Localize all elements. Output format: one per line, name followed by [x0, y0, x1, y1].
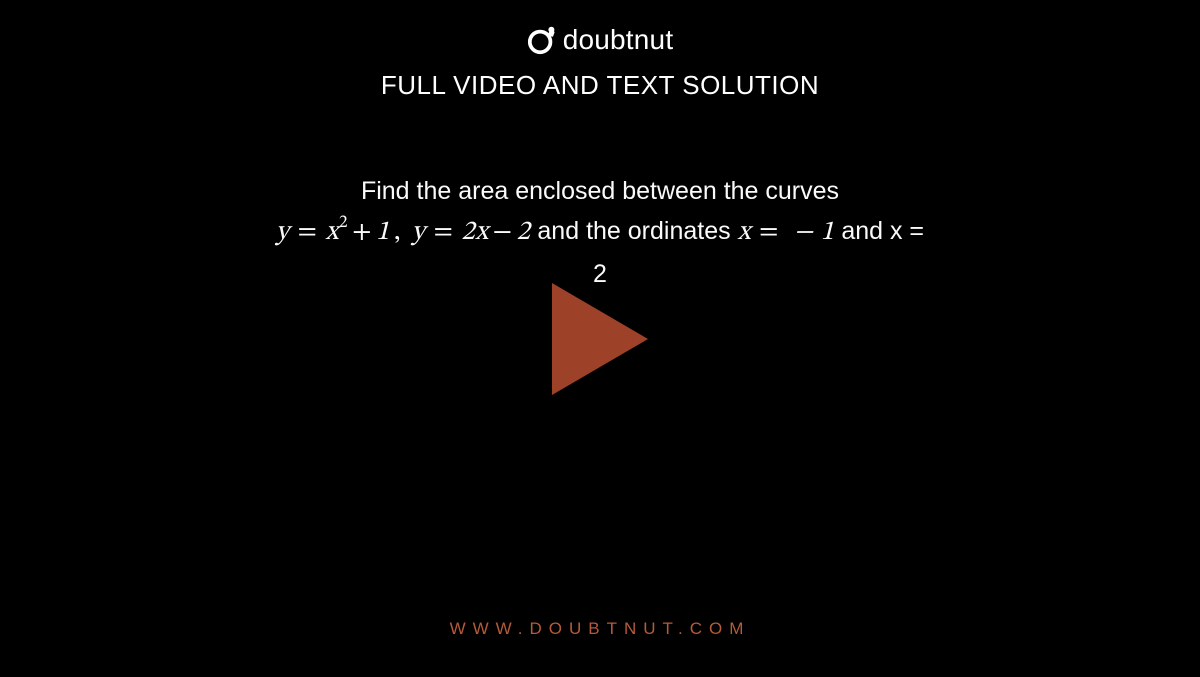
headline: FULL VIDEO AND TEXT SOLUTION	[381, 70, 819, 101]
eq1-exp: 2	[339, 215, 348, 232]
brand-name: doubtnut	[563, 24, 674, 56]
eq1-plus: +	[348, 219, 376, 246]
eq2-coeff: 2	[461, 219, 475, 246]
video-thumbnail: doubtnut FULL VIDEO AND TEXT SOLUTION Fi…	[0, 0, 1200, 677]
ord1-val: − 1	[787, 219, 835, 246]
doubtnut-logo-icon	[527, 25, 557, 55]
brand-logo: doubtnut	[527, 24, 674, 56]
eq2-const: 2	[517, 219, 531, 246]
mid-text: and the ordinates	[537, 217, 737, 245]
footer-url: WWW.DOUBTNUT.COM	[0, 619, 1200, 639]
question-text: Find the area enclosed between the curve…	[70, 171, 1130, 294]
eq1-x: x	[325, 219, 338, 246]
eq2-y: y	[412, 219, 426, 246]
equation-1: y=x2+1, y=2x−2	[276, 219, 537, 246]
ordinate-1: x= − 1	[738, 219, 842, 246]
eq1-y: y	[276, 219, 290, 246]
tail-text: and x =	[841, 217, 924, 245]
play-button[interactable]	[552, 283, 648, 395]
question-line-2: y=x2+1, y=2x−2 and the ordinates x= − 1 …	[70, 211, 1130, 254]
ord1-x: x	[738, 219, 751, 246]
eq2-minus: −	[489, 219, 517, 246]
eq1-const: 1	[376, 219, 390, 246]
eq2-x: x	[475, 219, 488, 246]
question-line-1: Find the area enclosed between the curve…	[70, 171, 1130, 211]
